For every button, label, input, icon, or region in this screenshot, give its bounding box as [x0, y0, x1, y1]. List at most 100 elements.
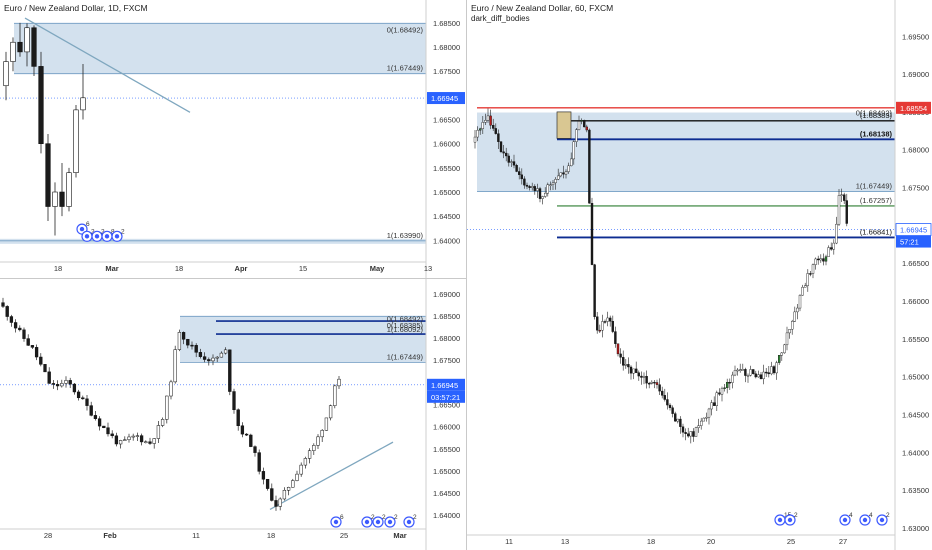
candle[interactable]	[282, 489, 287, 500]
candle[interactable]	[232, 391, 236, 410]
candle[interactable]	[676, 418, 680, 422]
candle[interactable]	[564, 171, 568, 175]
candle[interactable]	[754, 373, 757, 378]
candle[interactable]	[653, 381, 656, 384]
candle[interactable]	[186, 339, 190, 346]
fib-zone[interactable]	[14, 23, 426, 74]
candle[interactable]	[637, 372, 641, 377]
candle[interactable]	[707, 408, 711, 418]
candle[interactable]	[616, 343, 620, 355]
candle[interactable]	[64, 380, 68, 384]
candle[interactable]	[580, 120, 583, 122]
candle[interactable]	[502, 151, 505, 154]
candle[interactable]	[236, 409, 240, 426]
candle[interactable]	[835, 223, 838, 244]
candle[interactable]	[30, 345, 35, 348]
candle[interactable]	[26, 338, 30, 346]
candle[interactable]	[642, 375, 646, 378]
candle[interactable]	[629, 366, 633, 374]
candle[interactable]	[261, 471, 266, 480]
candle[interactable]	[666, 399, 669, 406]
candle[interactable]	[614, 331, 617, 344]
candle[interactable]	[843, 194, 846, 201]
price-axis-bg[interactable]	[895, 0, 932, 550]
candle[interactable]	[689, 431, 693, 437]
candle[interactable]	[588, 129, 591, 204]
candle[interactable]	[632, 368, 635, 374]
candle[interactable]	[686, 433, 690, 437]
candle[interactable]	[530, 186, 534, 188]
candle[interactable]	[76, 391, 81, 399]
candle[interactable]	[22, 329, 26, 339]
candle[interactable]	[291, 480, 295, 488]
h4-chart-canvas[interactable]: 0(1.68492)0(1.68385)1(1.68092) 1(1.67449)…	[0, 279, 466, 550]
candle[interactable]	[215, 356, 219, 359]
candle[interactable]	[731, 374, 734, 383]
candle[interactable]	[715, 392, 719, 406]
horizontal-divider[interactable]	[0, 278, 466, 279]
candle[interactable]	[80, 97, 86, 111]
candle[interactable]	[533, 186, 537, 191]
candle[interactable]	[788, 329, 791, 334]
candle[interactable]	[520, 174, 523, 180]
candle[interactable]	[744, 369, 747, 376]
candle[interactable]	[569, 158, 573, 167]
candle[interactable]	[473, 136, 477, 143]
candle[interactable]	[640, 375, 643, 378]
candle[interactable]	[165, 395, 169, 420]
trend-line[interactable]	[269, 441, 394, 510]
daily-chart-canvas[interactable]: 0(1.68492)1(1.67449)1(1.63990)62 2 8 21.685…	[0, 0, 466, 278]
candle[interactable]	[31, 27, 37, 67]
candle[interactable]	[198, 352, 203, 357]
candle[interactable]	[606, 317, 609, 322]
candle[interactable]	[312, 445, 316, 451]
candle[interactable]	[257, 452, 261, 472]
candle[interactable]	[590, 203, 594, 265]
candle[interactable]	[68, 380, 72, 385]
candle[interactable]	[59, 191, 65, 207]
candle[interactable]	[824, 256, 828, 262]
candle[interactable]	[307, 450, 312, 459]
candle[interactable]	[619, 353, 622, 358]
candle[interactable]	[169, 381, 173, 397]
candle[interactable]	[494, 128, 497, 134]
candle[interactable]	[567, 165, 570, 172]
candle[interactable]	[577, 121, 581, 130]
candle[interactable]	[478, 128, 482, 131]
candle[interactable]	[694, 427, 698, 437]
candle[interactable]	[3, 61, 9, 87]
candle[interactable]	[10, 41, 16, 62]
candle[interactable]	[303, 458, 308, 466]
candle[interactable]	[809, 273, 812, 275]
candle[interactable]	[710, 402, 713, 410]
fib-zone[interactable]	[477, 112, 895, 192]
candle[interactable]	[286, 487, 291, 491]
candle[interactable]	[601, 321, 604, 331]
hourly-chart-canvas[interactable]: 0(1.68492)(1.68383) (1.68138) 1(1.67449) (1…	[467, 0, 932, 550]
candle[interactable]	[783, 344, 786, 354]
candle[interactable]	[780, 352, 783, 356]
candle[interactable]	[705, 416, 708, 419]
candle[interactable]	[274, 500, 278, 507]
candle[interactable]	[541, 196, 544, 199]
candle[interactable]	[759, 374, 763, 380]
candle[interactable]	[328, 405, 333, 419]
candle[interactable]	[559, 172, 563, 177]
candle[interactable]	[207, 359, 211, 362]
candle[interactable]	[1, 302, 5, 307]
candle[interactable]	[270, 488, 274, 501]
candle[interactable]	[135, 435, 140, 437]
candle[interactable]	[658, 384, 661, 392]
candle[interactable]	[692, 431, 695, 437]
candle[interactable]	[817, 258, 820, 261]
chart-pane-daily[interactable]: 0(1.68492) 1(1.67449) 1(1.63990) 6 2 2 8 2 1.685…	[0, 0, 466, 278]
candle[interactable]	[5, 306, 9, 317]
candle[interactable]	[746, 375, 750, 377]
candle[interactable]	[647, 382, 651, 385]
candle[interactable]	[663, 395, 667, 400]
candle[interactable]	[549, 184, 552, 186]
chart-pane-h4[interactable]: 0(1.68492) 0(1.68385) 1(1.68092) 1(1.67449)…	[0, 279, 466, 550]
candle[interactable]	[770, 366, 773, 375]
candle[interactable]	[840, 194, 843, 196]
candle[interactable]	[822, 258, 825, 262]
